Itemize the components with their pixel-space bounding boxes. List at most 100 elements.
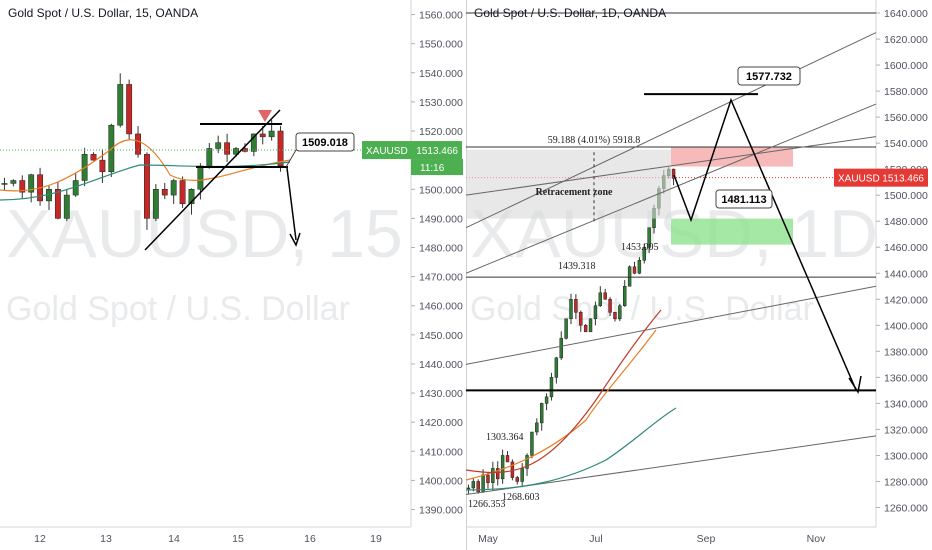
- y-tick-label: 1500.000: [419, 184, 463, 196]
- last-price-tag: [362, 141, 462, 160]
- callout-value: 1509.018: [302, 137, 348, 149]
- arrow-head-icon: [289, 232, 301, 247]
- candle-body: [588, 318, 593, 333]
- candle-body: [268, 130, 275, 138]
- callout-value: 1481.113: [721, 194, 766, 206]
- candle-body: [224, 142, 231, 155]
- arrow-head-icon: [848, 375, 862, 394]
- moving-average-orange: [466, 329, 657, 481]
- candle-body: [530, 431, 534, 456]
- y-tick-label: 1550.000: [419, 39, 463, 51]
- callout-value: 1577.732: [746, 71, 792, 83]
- y-tick-label: 1420.000: [884, 294, 928, 306]
- candle-body: [613, 312, 617, 320]
- candle-body: [539, 403, 544, 424]
- y-tick-label: 1580.000: [884, 86, 928, 98]
- candle-body: [549, 377, 554, 398]
- channel-line: [466, 285, 877, 365]
- callout-box: [715, 189, 773, 209]
- y-tick-label: 1400.000: [884, 320, 928, 332]
- y-tick-label: 1560.000: [884, 112, 928, 124]
- chart-15min-canvas[interactable]: 1390.000 1400.000 1410.000 1420.000 1430.000…: [0, 0, 466, 550]
- price-annotation: 1303.364: [486, 432, 524, 443]
- candle-body: [233, 148, 239, 155]
- price-annotation: 1266.353: [468, 499, 506, 510]
- y-tick-label: 1540.000: [884, 138, 928, 150]
- candle-body: [99, 159, 106, 173]
- chart-daily-canvas[interactable]: 1260.000 1280.000 1300.000 1320.000 1340.000…: [466, 0, 932, 550]
- candle-body: [206, 148, 213, 167]
- callout-box: [295, 132, 355, 152]
- candle-body: [627, 266, 632, 287]
- candle-body: [559, 338, 563, 359]
- candle-body: [161, 189, 168, 196]
- price-annotation: 1268.603: [502, 492, 540, 503]
- projection-arrow: [286, 167, 297, 241]
- chart-title: Gold Spot / U.S. Dollar, 15, OANDA: [8, 6, 199, 20]
- y-tick-label: 1540.000: [419, 68, 463, 80]
- candle-body: [19, 180, 26, 193]
- candle-body: [623, 286, 627, 307]
- callout-box: [737, 66, 801, 86]
- candle-body: [466, 487, 471, 490]
- candle-body: [554, 357, 559, 378]
- y-tick-label: 1460.000: [419, 301, 463, 313]
- candle-body: [197, 165, 204, 190]
- candle-body: [642, 246, 646, 261]
- y-tick-label: 1420.000: [419, 417, 463, 429]
- y-tick-label: 1380.000: [884, 346, 928, 358]
- candle-body: [117, 84, 124, 126]
- y-tick-label: 1490.000: [419, 213, 463, 225]
- candle-body: [63, 194, 70, 219]
- last-price-symbol: XAUUSD: [838, 174, 880, 185]
- channel-line: [466, 32, 877, 229]
- y-tick-label: 1440.000: [419, 359, 463, 371]
- candle-body: [598, 292, 603, 307]
- countdown-text: 11:16: [420, 163, 445, 174]
- candle-body: [632, 266, 637, 274]
- candle-body: [535, 422, 539, 433]
- callout-pointer: [285, 149, 297, 168]
- y-tick-label: 1320.000: [884, 424, 928, 436]
- candle-body: [90, 154, 97, 161]
- buy-zone: [671, 218, 793, 245]
- candle-body: [259, 133, 266, 138]
- candle-body: [10, 180, 17, 184]
- candle-body: [54, 189, 61, 219]
- moving-average-red: [466, 309, 662, 474]
- candle-body: [574, 299, 578, 313]
- y-tick-label: 1500.000: [884, 190, 928, 202]
- x-tick-label: 13: [100, 533, 112, 545]
- x-tick-label: 14: [168, 533, 180, 545]
- x-tick-label: 15: [232, 533, 244, 545]
- candle-body: [277, 130, 284, 167]
- candle-body: [250, 133, 257, 152]
- candle-body: [170, 180, 177, 196]
- candle-body: [126, 84, 133, 135]
- x-tick-label: 16: [304, 533, 316, 545]
- last-price-value: 1513.466: [416, 146, 458, 157]
- x-tick-label: Jul: [589, 533, 602, 545]
- candle-body: [608, 299, 612, 313]
- y-tick-label: 1620.000: [884, 34, 928, 46]
- pane-divider[interactable]: [466, 0, 467, 550]
- price-annotation: 1453.005: [621, 242, 659, 253]
- candle-body: [618, 305, 622, 320]
- candle-body: [583, 325, 588, 333]
- chart-daily-pane[interactable]: XAUUSD, 1D Gold Spot / U.S. Dollar 1260.…: [466, 0, 932, 550]
- candle-body: [505, 455, 510, 463]
- y-tick-label: 1460.000: [884, 242, 928, 254]
- y-tick-label: 1480.000: [419, 242, 463, 254]
- y-tick-label: 1300.000: [884, 450, 928, 462]
- y-tick-label: 1470.000: [419, 272, 463, 284]
- candle-body: [471, 481, 476, 489]
- sell-arrow-icon: [258, 110, 272, 122]
- retracement-label: Retracement zone: [536, 187, 613, 198]
- forecast-path: [673, 97, 857, 391]
- chart-15min-pane[interactable]: XAUUSD, 15 Gold Spot / U.S. Dollar 1390.…: [0, 0, 466, 550]
- candle-body: [152, 189, 159, 219]
- last-price-symbol: XAUUSD: [366, 146, 408, 157]
- candle-body: [569, 299, 573, 320]
- y-tick-label: 1520.000: [419, 126, 463, 138]
- candle-body: [1, 183, 8, 185]
